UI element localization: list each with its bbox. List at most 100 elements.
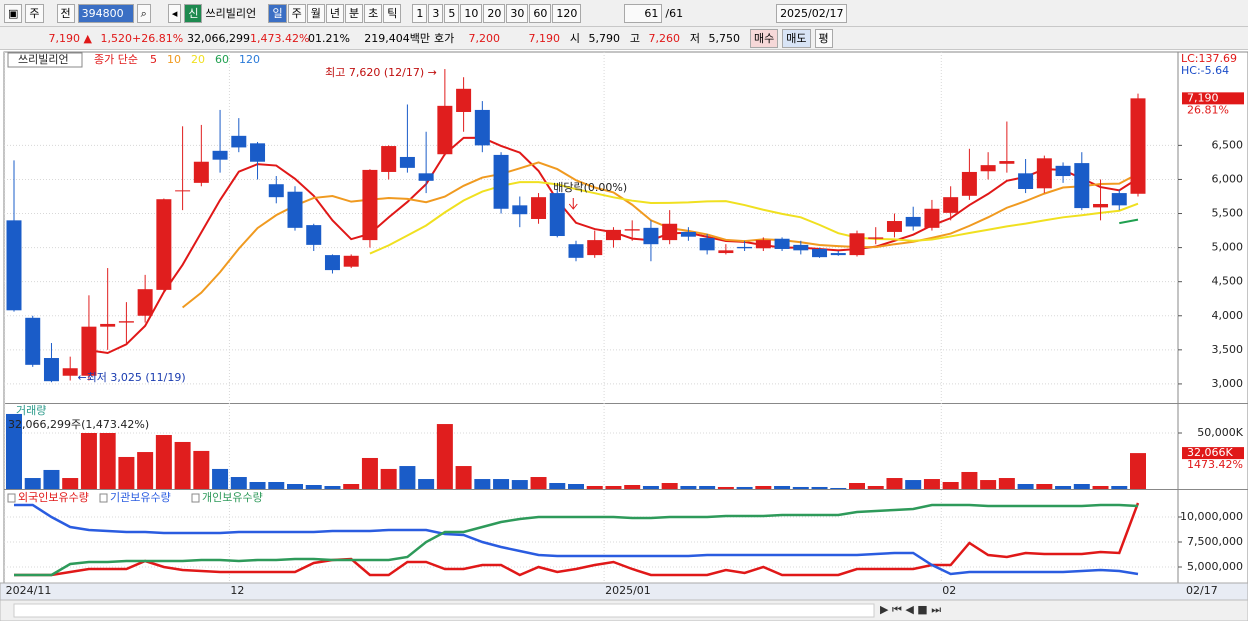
open-label: 시 <box>569 32 580 45</box>
quote-bar: 7,190 ▲ 1,520 +26.81% 32,066,299 1,473.4… <box>0 27 1248 50</box>
volume-bar <box>287 484 303 489</box>
volume-bar <box>118 456 135 489</box>
period-button[interactable]: 틱 <box>383 3 402 23</box>
volume-bar <box>998 478 1015 489</box>
volume-bar <box>230 477 247 489</box>
candle-body <box>231 135 247 148</box>
candle-body <box>812 248 828 258</box>
legend-swatch <box>99 493 108 503</box>
interval-button[interactable]: 3 <box>428 3 444 23</box>
candle-body <box>755 240 771 249</box>
volume-bar <box>942 482 959 489</box>
total: /61 <box>665 6 684 20</box>
volume-bar <box>212 468 229 489</box>
candle-body <box>549 193 565 237</box>
candle-body <box>605 229 621 241</box>
period-button[interactable]: 월 <box>306 3 325 23</box>
candle-body <box>137 289 153 316</box>
code-input[interactable]: 394800 <box>77 3 134 23</box>
date[interactable]: 2025/02/17 <box>776 3 848 23</box>
scrollbar <box>0 599 1248 621</box>
candle-body <box>25 317 41 365</box>
volume-bar <box>905 480 922 489</box>
volume-bar <box>1092 485 1109 489</box>
period-button[interactable]: 주 <box>287 3 306 23</box>
candle-body <box>830 253 846 256</box>
legend-label: 외국인보유수량 <box>18 491 89 504</box>
turnover: 01.21% <box>308 31 350 45</box>
candle-body <box>493 154 509 209</box>
interval-button[interactable]: 1 <box>412 3 428 23</box>
x-tick-label: 12 <box>230 584 244 597</box>
holding-line <box>14 503 1139 577</box>
volume-bar <box>343 484 360 489</box>
mode[interactable]: 전 <box>56 3 75 23</box>
candle-body <box>324 255 340 271</box>
candle-body <box>81 326 97 376</box>
period-button[interactable]: 일 <box>268 3 287 23</box>
volume-bar <box>980 480 997 489</box>
sell-button[interactable]: 매도 <box>782 28 811 48</box>
y-tick-label: 5,000 <box>1212 241 1244 254</box>
candle-body <box>587 240 603 256</box>
last-volume: 32,066K <box>1187 446 1233 459</box>
volume-bar <box>193 450 210 489</box>
count[interactable]: 61 <box>624 3 663 23</box>
candle-body <box>531 197 547 219</box>
candle-body <box>624 229 640 231</box>
candle-body <box>474 109 490 146</box>
interval-button[interactable]: 20 <box>483 3 506 23</box>
ma-legend: 20 <box>191 53 205 66</box>
candle-body <box>175 190 191 192</box>
sound[interactable]: ◂ <box>167 3 182 23</box>
interval-button[interactable]: 5 <box>444 3 460 23</box>
volume-bar <box>24 478 41 489</box>
interval-button[interactable]: 10 <box>460 3 483 23</box>
candle-body <box>381 146 397 172</box>
candle-body <box>924 208 940 228</box>
buy-button[interactable]: 매수 <box>750 28 779 48</box>
low: 5,750 <box>708 31 741 45</box>
search[interactable]: ⌕ <box>136 3 151 23</box>
ma-legend: 10 <box>167 53 181 66</box>
y-tick-label: 6,500 <box>1212 138 1244 151</box>
price: 7,190 ▲ <box>48 31 92 45</box>
candle-body <box>100 323 116 327</box>
volume-bar <box>511 480 528 489</box>
period-button[interactable]: 분 <box>344 3 364 23</box>
interval-button[interactable]: 30 <box>506 3 529 23</box>
icon[interactable]: ▣ <box>4 3 23 23</box>
period-button[interactable]: 년 <box>325 3 344 23</box>
y-tick-label: 4,500 <box>1212 275 1244 288</box>
volume-bar <box>493 479 510 489</box>
candle-body <box>886 221 902 232</box>
volume-bar <box>549 483 566 489</box>
volume-bar <box>774 485 791 489</box>
x-tick-label: 2024/11 <box>6 584 52 597</box>
high-label: 고 <box>629 32 640 45</box>
lc-label: LC:137.69 <box>1181 52 1237 65</box>
volume-bar <box>792 486 809 489</box>
eval-button[interactable]: 평 <box>814 28 833 48</box>
interval-button[interactable]: 120 <box>552 3 582 23</box>
interval-button[interactable]: 60 <box>529 3 552 23</box>
candle-body <box>193 161 209 183</box>
y-tick-label: 7,500,000 <box>1187 535 1243 548</box>
candle-body <box>287 191 303 228</box>
market[interactable]: 주 <box>25 3 44 23</box>
change: 1,520 <box>100 31 133 45</box>
volume-bar <box>530 477 547 489</box>
volume-bar <box>268 482 285 489</box>
candle-body <box>980 165 996 172</box>
volume-bar <box>961 471 978 489</box>
ma-legend: 120 <box>239 53 260 66</box>
scroll-controls: ▶ ⏮ ◀ ■ ⏭ <box>880 603 941 616</box>
period-button[interactable]: 초 <box>364 3 383 23</box>
y-tick-label: 5,000,000 <box>1187 560 1243 573</box>
ma-line <box>369 181 1139 255</box>
candle-body <box>399 156 415 168</box>
volume-bar <box>642 485 659 489</box>
x-last-date: 02/17 <box>1186 584 1218 597</box>
volume-bar <box>867 485 884 489</box>
volume-bar <box>755 485 772 489</box>
